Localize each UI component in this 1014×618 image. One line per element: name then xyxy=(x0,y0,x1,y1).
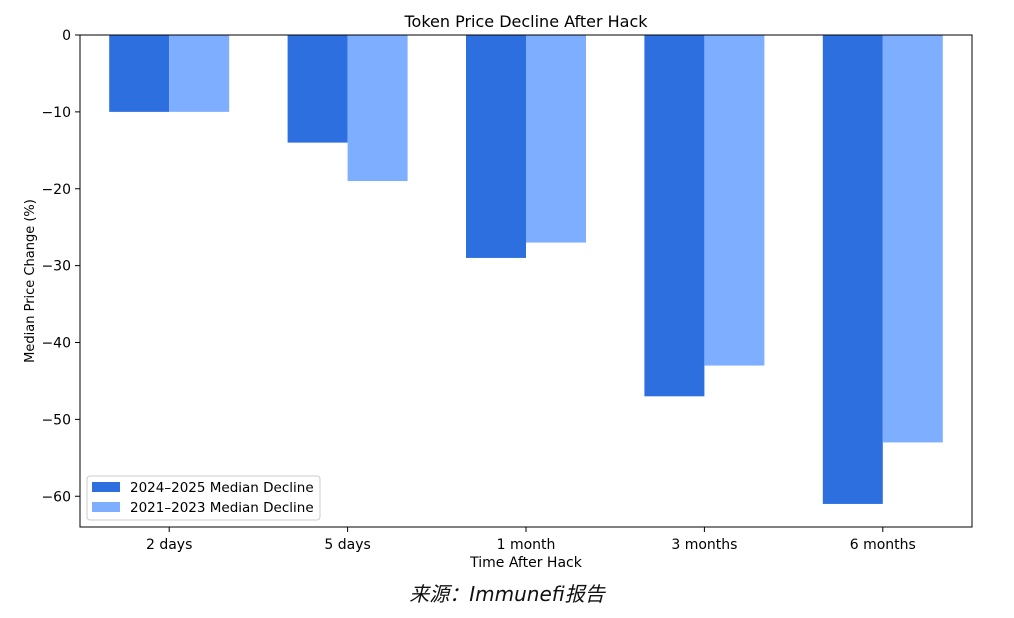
bar-series-1-1-month xyxy=(466,35,526,258)
bar-series-1-3-months xyxy=(644,35,705,397)
legend-swatch-series-1 xyxy=(92,482,120,492)
y-axis: 0 −10 −20 −30 −40 −50 −60 xyxy=(41,28,80,505)
x-tick-label: 2 days xyxy=(146,537,192,553)
plot-frame xyxy=(79,34,973,528)
legend-box xyxy=(86,475,321,521)
bar-series-1-6-months xyxy=(822,35,883,504)
x-axis: 2 days 5 days 1 month 3 months 6 months xyxy=(146,527,916,553)
source-caption: 来源：Immunefi报告 xyxy=(409,582,605,606)
legend-label-series-1: 2024–2025 Median Decline xyxy=(130,480,314,496)
legend-swatch-series-2 xyxy=(92,502,120,512)
x-tick-label: 1 month xyxy=(497,537,556,553)
legend-label-series-2: 2021–2023 Median Decline xyxy=(130,500,314,516)
y-tick-label: −30 xyxy=(41,259,71,275)
bar-series-1-2-days xyxy=(109,35,170,112)
bar-series-1-5-days xyxy=(287,35,348,143)
y-tick-label: −40 xyxy=(41,336,71,352)
legend: 2024–2025 Median Decline 2021–2023 Media… xyxy=(86,475,321,521)
x-axis-label: Time After Hack xyxy=(469,555,583,571)
bar-series-2-1-month xyxy=(526,35,586,243)
bar-chart: Token Price Decline After Hack 0 −10 −20 −3… xyxy=(23,12,973,571)
y-tick-label: −50 xyxy=(41,412,71,428)
chart-title: Token Price Decline After Hack xyxy=(403,12,648,31)
x-tick-label: 3 months xyxy=(671,537,737,553)
y-tick-label: 0 xyxy=(62,28,71,44)
x-tick-label: 6 months xyxy=(850,537,916,553)
bars-group xyxy=(109,35,943,504)
bar-series-2-2-days xyxy=(169,35,230,112)
bar-series-2-5-days xyxy=(347,35,408,182)
bar-series-2-3-months xyxy=(704,35,765,366)
y-tick-label: −20 xyxy=(41,182,71,198)
bar-series-2-6-months xyxy=(882,35,943,443)
y-tick-label: −60 xyxy=(41,489,71,505)
y-tick-label: −10 xyxy=(41,105,71,121)
y-axis-label: Median Price Change (%) xyxy=(23,199,38,363)
x-tick-label: 5 days xyxy=(324,537,370,553)
